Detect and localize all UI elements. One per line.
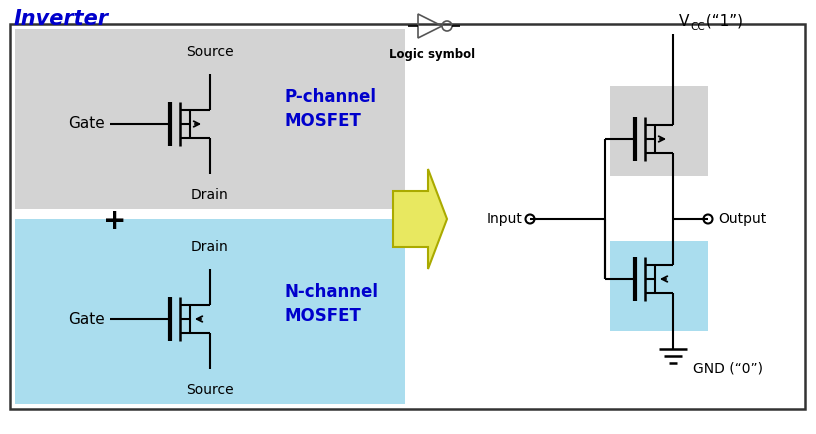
Text: Gate: Gate — [69, 116, 105, 132]
Text: Inverter: Inverter — [14, 9, 109, 29]
Polygon shape — [393, 169, 447, 269]
Text: Drain: Drain — [191, 188, 228, 202]
Text: V: V — [679, 14, 690, 29]
Text: CC: CC — [690, 22, 705, 32]
Text: Gate: Gate — [69, 312, 105, 326]
Text: GND (“0”): GND (“0”) — [693, 362, 763, 376]
Text: Logic symbol: Logic symbol — [389, 48, 475, 61]
Text: Input: Input — [486, 212, 522, 226]
Text: Output: Output — [718, 212, 766, 226]
Bar — [15, 29, 405, 209]
Text: N-channel
MOSFET: N-channel MOSFET — [285, 283, 379, 325]
Bar — [610, 241, 708, 331]
Text: +: + — [104, 207, 126, 235]
Text: P-channel
MOSFET: P-channel MOSFET — [285, 88, 377, 130]
Bar — [15, 219, 405, 404]
Bar — [10, 24, 805, 409]
Text: (“1”): (“1”) — [701, 14, 743, 29]
Text: Source: Source — [186, 45, 234, 59]
Text: Drain: Drain — [191, 240, 228, 254]
Text: Source: Source — [186, 383, 234, 397]
Bar — [610, 86, 708, 176]
